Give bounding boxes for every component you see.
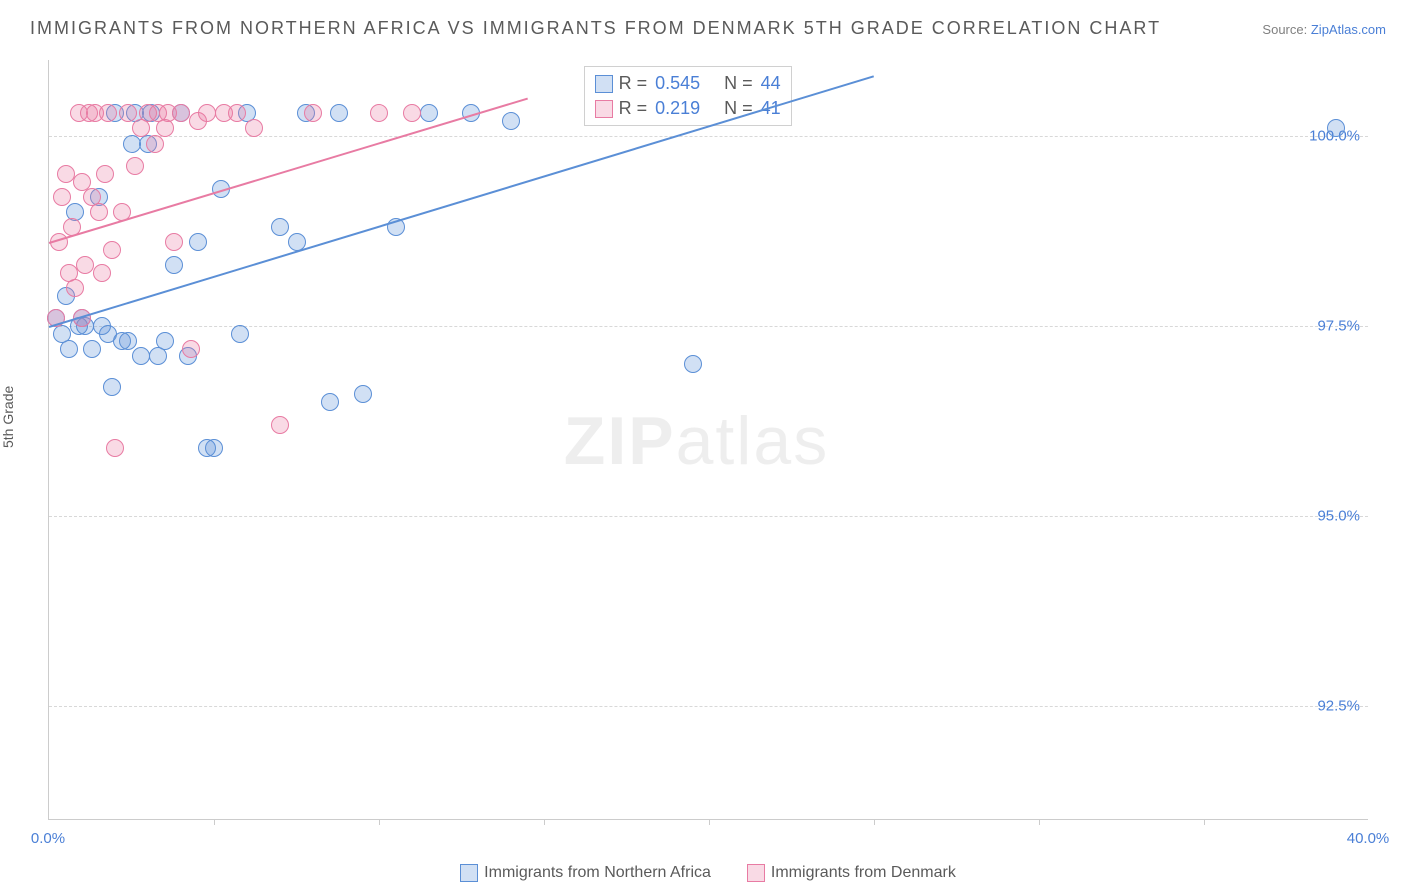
scatter-point [245,119,263,137]
stats-swatch [595,75,613,93]
plot-area: ZIPatlas R =0.545N =44R =0.219N =41 100.… [48,60,1368,820]
scatter-point [1327,119,1345,137]
scatter-point [83,340,101,358]
x-tick [874,819,875,825]
scatter-point [330,104,348,122]
legend-swatch [460,864,478,882]
source-attribution: Source: ZipAtlas.com [1262,22,1386,37]
scatter-point [228,104,246,122]
y-tick-label: 92.5% [1317,698,1360,715]
scatter-point [156,119,174,137]
scatter-point [198,104,216,122]
scatter-point [93,264,111,282]
stats-legend-box: R =0.545N =44R =0.219N =41 [584,66,792,126]
legend-item: Immigrants from Denmark [747,864,956,881]
legend-label: Immigrants from Denmark [771,864,956,881]
scatter-point [271,218,289,236]
scatter-point [354,385,372,403]
gridline [49,706,1368,707]
x-tick [379,819,380,825]
scatter-point [103,378,121,396]
scatter-point [123,135,141,153]
stats-row: R =0.219N =41 [595,96,781,121]
watermark-zip: ZIP [564,403,676,479]
y-tick-label: 97.5% [1317,318,1360,335]
scatter-point [90,203,108,221]
y-tick-label: 95.0% [1317,508,1360,525]
scatter-point [126,157,144,175]
y-axis-label: 5th Grade [0,386,16,448]
gridline [49,136,1368,137]
scatter-point [76,256,94,274]
stats-r-label: R = [619,98,648,119]
scatter-point [57,165,75,183]
x-tick-label: 40.0% [1347,830,1390,847]
x-tick [709,819,710,825]
source-link[interactable]: ZipAtlas.com [1311,22,1386,37]
source-label: Source: [1262,22,1307,37]
scatter-point [502,112,520,130]
scatter-point [106,439,124,457]
scatter-point [165,256,183,274]
scatter-point [182,340,200,358]
scatter-point [370,104,388,122]
stats-r-label: R = [619,73,648,94]
x-tick-label: 0.0% [31,830,65,847]
scatter-point [205,439,223,457]
legend-swatch [747,864,765,882]
scatter-point [321,393,339,411]
scatter-point [420,104,438,122]
scatter-point [132,347,150,365]
x-tick [1204,819,1205,825]
scatter-point [53,188,71,206]
scatter-point [66,279,84,297]
scatter-point [99,104,117,122]
stats-row: R = 0.545 N = 44 [595,71,781,96]
stats-r-value: 0.219 [655,98,700,119]
legend-label: Immigrants from Northern Africa [484,864,711,881]
scatter-point [189,233,207,251]
scatter-point [103,241,121,259]
legend-item: Immigrants from Northern Africa [460,864,711,881]
scatter-point [231,325,249,343]
scatter-point [119,104,137,122]
watermark-atlas: atlas [676,403,830,479]
x-tick [214,819,215,825]
x-tick [1039,819,1040,825]
scatter-point [304,104,322,122]
watermark: ZIPatlas [564,402,829,480]
bottom-legend: Immigrants from Northern Africa Immigrant… [48,864,1368,882]
scatter-point [271,416,289,434]
scatter-point [146,135,164,153]
scatter-point [403,104,421,122]
scatter-point [60,340,78,358]
stats-swatch [595,100,613,118]
gridline [49,516,1368,517]
scatter-point [156,332,174,350]
x-tick [544,819,545,825]
chart-title: IMMIGRANTS FROM NORTHERN AFRICA VS IMMIG… [30,18,1161,39]
scatter-point [165,233,183,251]
scatter-point [96,165,114,183]
scatter-point [684,355,702,373]
stats-n-value: 44 [761,73,781,94]
stats-r-value: 0.545 [655,73,700,94]
scatter-point [172,104,190,122]
scatter-point [119,332,137,350]
stats-n-label: N = [724,73,753,94]
